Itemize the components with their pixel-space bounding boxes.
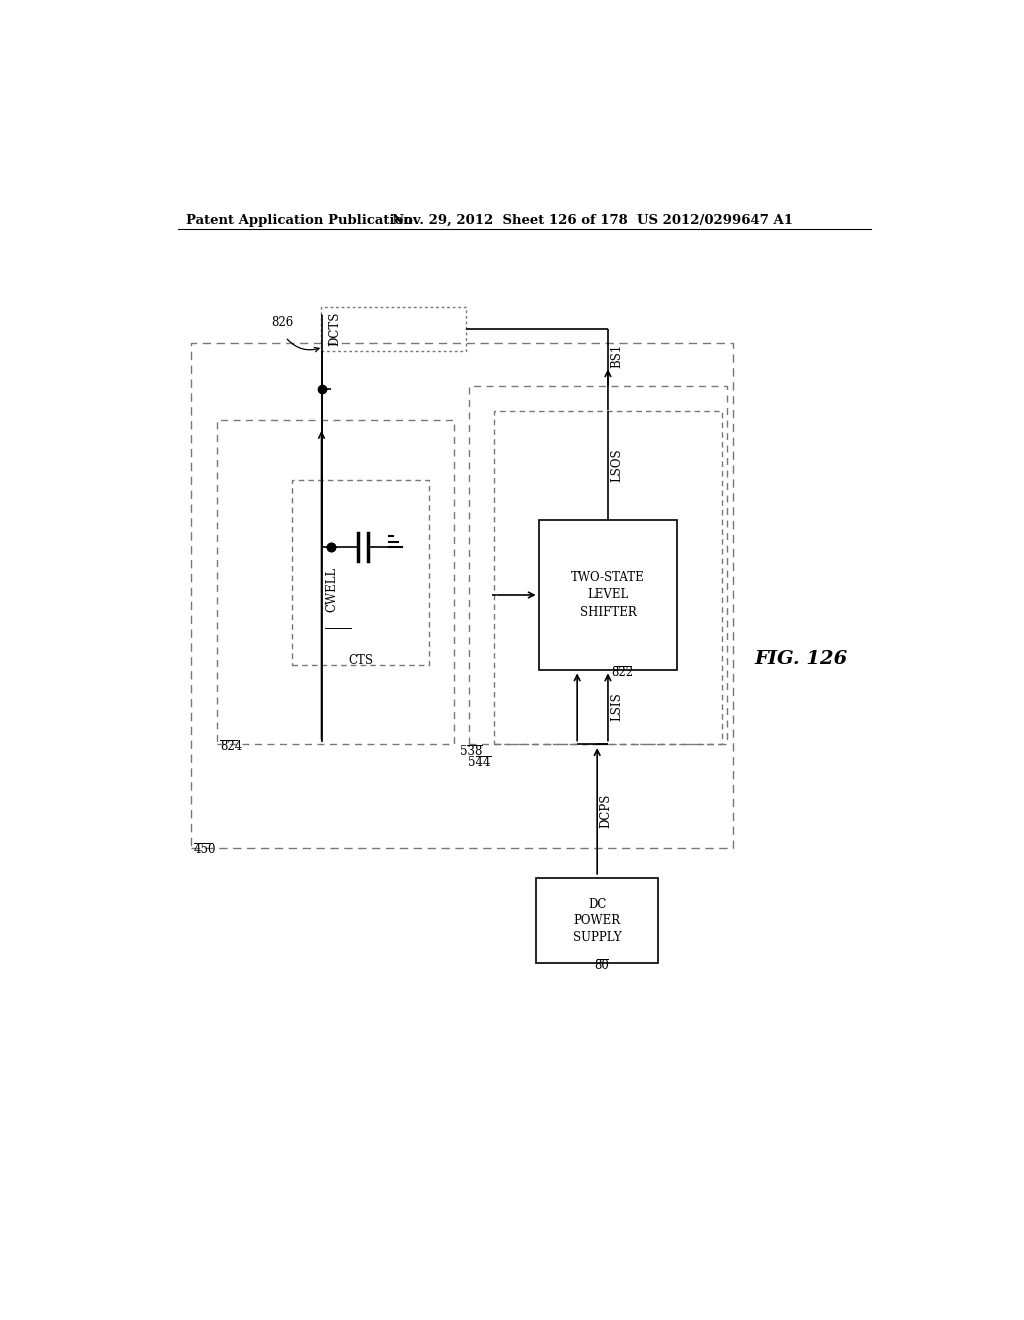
FancyArrowPatch shape <box>287 339 319 351</box>
Text: POWER: POWER <box>573 915 621 927</box>
Text: Patent Application Publication: Patent Application Publication <box>186 214 413 227</box>
Text: Nov. 29, 2012  Sheet 126 of 178  US 2012/0299647 A1: Nov. 29, 2012 Sheet 126 of 178 US 2012/0… <box>392 214 794 227</box>
Bar <box>217 420 454 743</box>
Text: DC: DC <box>588 898 606 911</box>
Text: LSOS: LSOS <box>610 449 624 482</box>
Bar <box>494 411 722 743</box>
Text: 826: 826 <box>271 317 294 330</box>
Bar <box>469 385 727 743</box>
Text: 544: 544 <box>468 756 490 770</box>
Bar <box>190 343 733 847</box>
Text: BS1: BS1 <box>610 343 624 368</box>
Text: DCTS: DCTS <box>329 312 341 346</box>
Text: 822: 822 <box>610 665 633 678</box>
Text: SHIFTER: SHIFTER <box>580 606 636 619</box>
Text: LSIS: LSIS <box>610 692 624 721</box>
Bar <box>321 308 466 351</box>
Text: 450: 450 <box>194 843 216 855</box>
Text: CTS: CTS <box>348 655 374 668</box>
Text: LEVEL: LEVEL <box>588 589 629 602</box>
Text: 80: 80 <box>594 960 609 973</box>
Text: DCPS: DCPS <box>599 793 612 828</box>
Bar <box>537 878 658 964</box>
Text: SUPPLY: SUPPLY <box>572 931 622 944</box>
Text: FIG. 126: FIG. 126 <box>755 649 848 668</box>
Text: TWO-STATE: TWO-STATE <box>571 572 645 585</box>
Text: 824: 824 <box>220 739 242 752</box>
Bar <box>539 520 677 671</box>
Text: CWELL: CWELL <box>326 568 338 612</box>
Bar <box>292 480 429 665</box>
Text: 538: 538 <box>460 744 482 758</box>
